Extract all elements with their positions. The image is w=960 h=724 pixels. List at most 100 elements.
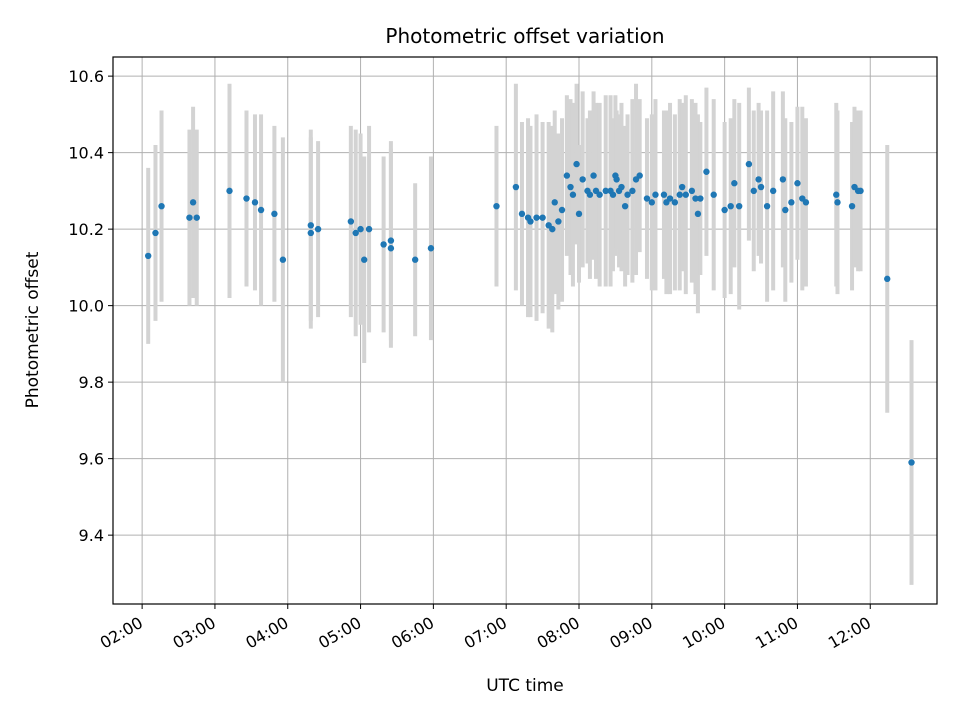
data-point — [613, 176, 620, 183]
data-point — [527, 218, 534, 225]
data-point — [848, 202, 856, 210]
data-point — [512, 183, 520, 191]
data-point — [757, 183, 765, 191]
plot-frame — [112, 56, 938, 605]
x-tick-label: 04:00 — [242, 613, 291, 653]
data-point — [834, 199, 841, 206]
data-point — [782, 206, 789, 214]
x-axis: 02:00 03:00 04:00 05:00 06:00 07:00 08:00 09:00… — [97, 604, 874, 653]
data-point — [189, 199, 197, 206]
x-tick-label: 11:00 — [752, 613, 801, 653]
y-tick-label: 10.2 — [68, 220, 104, 239]
y-tick-label: 10.4 — [68, 144, 104, 163]
data-point — [735, 202, 743, 210]
data-point — [307, 229, 315, 237]
data-point — [710, 191, 717, 198]
data-point — [158, 202, 165, 210]
x-tick-label: 10:00 — [679, 613, 728, 653]
x-tick-label: 07:00 — [461, 613, 510, 653]
data-point — [676, 191, 683, 198]
data-point — [579, 176, 586, 183]
data-point — [493, 202, 500, 210]
data-point — [573, 160, 580, 168]
data-point — [563, 172, 571, 179]
data-point — [575, 210, 583, 218]
data-point — [755, 176, 762, 183]
data-point — [555, 218, 562, 225]
data-point — [697, 195, 704, 202]
data-point — [152, 229, 159, 237]
data-point — [427, 245, 435, 252]
data-point — [533, 214, 540, 221]
data-point — [671, 199, 679, 206]
data-point — [857, 187, 864, 195]
x-tick-label: 02:00 — [97, 613, 146, 653]
data-point — [833, 191, 840, 198]
data-point — [257, 206, 265, 214]
data-points — [144, 160, 915, 466]
data-point — [193, 214, 200, 221]
data-point — [569, 191, 577, 198]
data-point — [688, 187, 696, 195]
data-point — [186, 214, 193, 221]
data-point — [586, 191, 594, 198]
data-point — [652, 191, 659, 198]
data-point — [387, 245, 395, 252]
data-point — [794, 180, 801, 187]
data-point — [731, 180, 738, 187]
data-point — [884, 275, 891, 283]
data-point — [750, 187, 757, 195]
data-point — [314, 225, 322, 233]
y-axis: 9.4 9.6 9.8 10.0 10.2 10.4 10.6 — [68, 67, 113, 545]
data-point — [678, 183, 686, 191]
y-tick-label: 9.6 — [79, 450, 104, 469]
y-tick-label: 10.0 — [68, 297, 104, 316]
data-point — [279, 256, 287, 263]
data-point — [636, 172, 643, 179]
x-tick-label: 03:00 — [170, 613, 219, 653]
x-axis-label: UTC time — [486, 676, 564, 696]
x-tick-label: 06:00 — [388, 613, 437, 653]
data-point — [365, 225, 373, 233]
data-point — [551, 199, 558, 206]
y-tick-label: 10.6 — [68, 67, 104, 86]
data-point — [387, 237, 395, 244]
data-point — [352, 229, 359, 237]
data-point — [357, 225, 364, 233]
data-point — [621, 202, 629, 210]
data-point — [779, 176, 787, 183]
data-point — [727, 202, 734, 210]
data-point — [763, 202, 771, 210]
data-point — [908, 459, 915, 466]
data-point — [307, 222, 315, 229]
data-point — [643, 195, 651, 202]
data-point — [703, 168, 710, 175]
data-point — [666, 195, 674, 202]
data-point — [361, 256, 368, 263]
chart-title: Photometric offset variation — [385, 24, 664, 48]
data-point — [721, 206, 728, 214]
x-tick-label: 05:00 — [315, 613, 364, 653]
data-point — [144, 252, 152, 260]
data-point — [539, 214, 546, 221]
data-point — [629, 187, 636, 195]
grid — [113, 57, 937, 604]
data-point — [802, 199, 810, 206]
data-point — [347, 218, 355, 225]
data-point — [602, 187, 609, 195]
data-point — [226, 187, 233, 195]
data-point — [788, 199, 795, 206]
y-tick-label: 9.8 — [79, 373, 104, 392]
data-point — [692, 195, 699, 202]
data-point — [660, 191, 668, 198]
data-point — [411, 256, 419, 263]
data-point — [271, 210, 278, 218]
data-point — [549, 225, 556, 233]
data-point — [624, 191, 631, 198]
data-point — [251, 199, 259, 206]
data-point — [596, 191, 603, 198]
x-tick-label: 09:00 — [606, 613, 655, 653]
data-point — [609, 191, 617, 198]
data-point — [243, 195, 250, 202]
